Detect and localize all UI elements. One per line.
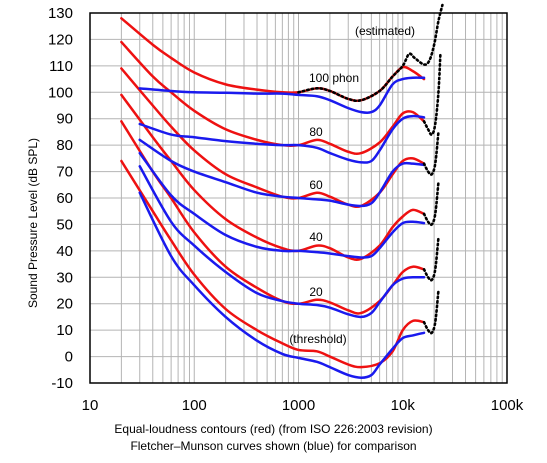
series-estimated-100-phon bbox=[297, 3, 444, 103]
y-tick-label: 10 bbox=[56, 322, 73, 339]
x-axis-ticks: 10 100 1000 10k 100k bbox=[82, 397, 524, 414]
series-layer bbox=[120, 3, 444, 379]
series-fletcher-40-phon bbox=[138, 151, 426, 259]
y-tick-label: 110 bbox=[49, 58, 73, 75]
annotation-threshold: (threshold) bbox=[289, 332, 346, 346]
annotation-estimated: (estimated) bbox=[355, 24, 415, 38]
x-tick-label: 1000 bbox=[282, 397, 315, 414]
y-tick-label: 40 bbox=[56, 243, 73, 260]
x-tick-label: 10 bbox=[82, 397, 99, 414]
series-fletcher-20-phon bbox=[138, 165, 426, 319]
annotation-80-phon: 80 bbox=[309, 125, 323, 139]
y-tick-label: 70 bbox=[56, 164, 73, 181]
series-fletcher-80-phon bbox=[138, 114, 426, 164]
y-tick-label: 50 bbox=[56, 216, 73, 233]
series-estimated-80-phon bbox=[422, 51, 442, 136]
y-tick-label: 80 bbox=[56, 137, 73, 154]
x-tick-label: 100 bbox=[182, 397, 207, 414]
y-tick-label: 60 bbox=[56, 190, 73, 207]
series-estimated-60-phon bbox=[422, 130, 440, 176]
series-iso-80-phon bbox=[120, 40, 426, 155]
series-estimated-20-phon bbox=[422, 236, 440, 282]
series-fletcher-100-phon bbox=[138, 76, 426, 115]
series-iso-40-phon bbox=[120, 93, 426, 261]
x-tick-label: 10k bbox=[391, 397, 416, 414]
x-tick-label: 100k bbox=[491, 397, 524, 414]
annotation-100-phon: 100 phon bbox=[309, 71, 359, 85]
y-tick-label: 120 bbox=[48, 31, 73, 48]
series-estimated-0-phon bbox=[422, 289, 440, 335]
caption-iso: Equal-loudness contours (red) (from ISO … bbox=[114, 422, 433, 436]
annotation-60-phon: 60 bbox=[309, 178, 323, 192]
series-estimated-40-phon bbox=[422, 180, 440, 227]
caption-fletcher: Fletcher–Munson curves shown (blue) for … bbox=[130, 439, 417, 453]
series-fletcher-0-phon bbox=[138, 191, 426, 379]
y-tick-label: 0 bbox=[65, 349, 73, 366]
y-axis-label: Sound Pressure Level (dB SPL) bbox=[26, 138, 40, 308]
plot-frame bbox=[89, 12, 508, 384]
y-tick-label: 20 bbox=[56, 296, 73, 313]
series-fletcher-60-phon bbox=[138, 138, 426, 208]
y-tick-label: 130 bbox=[48, 5, 73, 22]
y-tick-label: 30 bbox=[56, 269, 73, 286]
y-tick-label: 100 bbox=[48, 84, 73, 101]
annotation-20-phon: 20 bbox=[309, 285, 323, 299]
annotation-40-phon: 40 bbox=[309, 230, 323, 244]
y-tick-label: 90 bbox=[56, 111, 73, 128]
y-tick-label: -10 bbox=[51, 375, 73, 392]
